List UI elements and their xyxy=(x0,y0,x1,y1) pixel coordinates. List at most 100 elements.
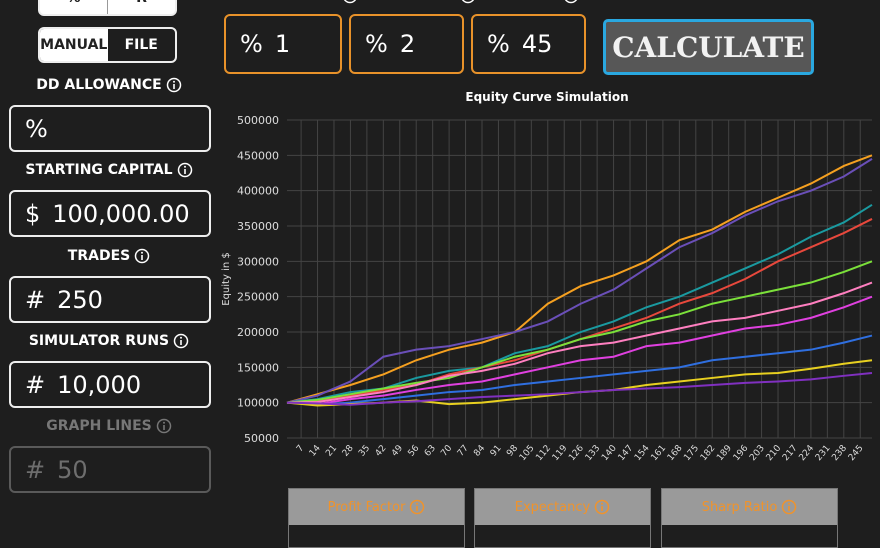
x-tick-label: 21 xyxy=(324,444,339,459)
x-tick-label: 203 xyxy=(748,444,767,464)
input-prefix: % xyxy=(365,30,388,58)
x-tick-label: 49 xyxy=(390,443,405,458)
metric-card: Sharp Ratio xyxy=(661,488,838,548)
text-input[interactable]: $100,000.00 xyxy=(9,190,211,237)
field-label: AVERAGE WIN xyxy=(346,0,476,4)
input-prefix: % xyxy=(487,30,510,58)
info-icon[interactable] xyxy=(781,499,797,515)
x-tick-label: 133 xyxy=(584,444,603,464)
label-text: GRAPH LINES xyxy=(46,418,152,434)
info-icon[interactable] xyxy=(166,77,182,93)
info-icon[interactable] xyxy=(134,248,150,264)
y-tick-label: 100000 xyxy=(237,397,279,410)
mode-toggle[interactable]: MANUAL FILE xyxy=(38,27,177,63)
x-tick-label: 112 xyxy=(534,444,553,464)
field-label: TRADES xyxy=(0,248,218,264)
y-tick-label: 300000 xyxy=(237,255,279,268)
y-tick-label: 500000 xyxy=(237,114,279,127)
y-axis-label: Equity in $ xyxy=(221,252,232,305)
text-input[interactable]: % xyxy=(9,105,211,152)
series-line xyxy=(286,218,873,404)
metric-title: Profit Factor xyxy=(327,499,406,515)
x-tick-label: 238 xyxy=(830,443,849,463)
text-input[interactable]: % 2 xyxy=(349,14,464,74)
x-tick-label: 7 xyxy=(295,444,306,455)
metric-card: Expectancy xyxy=(474,488,651,548)
x-tick-label: 28 xyxy=(341,443,356,458)
info-icon[interactable] xyxy=(409,499,425,515)
text-input: #50 xyxy=(9,446,211,493)
series-line xyxy=(286,371,873,406)
label-text: STARTING CAPITAL xyxy=(25,162,173,178)
series-line xyxy=(286,154,873,404)
y-tick-label: 150000 xyxy=(237,361,279,374)
series-line xyxy=(286,260,873,404)
info-icon[interactable] xyxy=(173,333,189,349)
input-value: 2 xyxy=(399,30,416,58)
metric-header: Expectancy xyxy=(475,489,650,525)
label-text: TRADES xyxy=(67,248,131,264)
unit-toggle[interactable]: % R xyxy=(38,0,177,16)
input-value: 45 xyxy=(521,30,553,58)
label-text: AVERAGE WIN xyxy=(346,0,456,4)
input-value: 10,000 xyxy=(57,370,142,399)
y-tick-label: 250000 xyxy=(237,291,279,304)
input-prefix: % xyxy=(25,114,48,143)
x-tick-label: 196 xyxy=(732,443,751,463)
x-tick-label: 210 xyxy=(765,443,784,463)
text-input[interactable]: % 1 xyxy=(224,14,342,74)
text-input[interactable]: #10,000 xyxy=(9,361,211,408)
label-text: SIMULATOR RUNS xyxy=(28,333,170,349)
field-label: STARTING CAPITAL xyxy=(0,162,218,178)
calculate-button[interactable]: CALCULATE xyxy=(603,19,814,75)
input-prefix: # xyxy=(25,370,46,399)
metric-header: Sharp Ratio xyxy=(662,489,837,525)
x-tick-label: 77 xyxy=(456,444,471,459)
info-icon[interactable] xyxy=(563,0,579,4)
chart-title: Equity Curve Simulation xyxy=(465,90,628,104)
x-tick-label: 224 xyxy=(798,443,817,463)
x-tick-label: 231 xyxy=(814,444,833,464)
x-tick-label: 35 xyxy=(357,444,372,459)
text-input[interactable]: #250 xyxy=(9,276,211,323)
info-icon[interactable] xyxy=(156,418,172,434)
x-tick-label: 189 xyxy=(715,443,734,463)
x-tick-label: 63 xyxy=(423,444,438,459)
x-tick-label: 161 xyxy=(649,444,668,464)
field-label: AVERAGE LOSS xyxy=(220,0,358,4)
x-tick-label: 182 xyxy=(699,444,718,464)
info-icon[interactable] xyxy=(177,162,193,178)
x-tick-label: 175 xyxy=(682,444,701,464)
label-text: WINRATE xyxy=(487,0,559,4)
input-value: 1 xyxy=(274,30,291,58)
label-text: DD ALLOWANCE xyxy=(36,77,162,93)
x-tick-label: 70 xyxy=(439,443,454,458)
info-icon[interactable] xyxy=(594,499,610,515)
x-tick-label: 105 xyxy=(518,444,537,464)
series-line xyxy=(286,295,873,406)
info-icon[interactable] xyxy=(460,0,476,4)
x-tick-label: 91 xyxy=(489,444,504,459)
x-tick-label: 217 xyxy=(781,444,800,464)
field-label: WINRATE xyxy=(487,0,579,4)
x-tick-label: 245 xyxy=(847,444,866,464)
x-tick-label: 42 xyxy=(374,444,389,459)
toggle-option[interactable]: R xyxy=(108,0,175,14)
input-prefix: # xyxy=(25,285,46,314)
y-tick-label: 350000 xyxy=(237,220,279,233)
metric-title: Expectancy xyxy=(514,499,591,515)
x-tick-label: 126 xyxy=(567,443,586,463)
toggle-option[interactable]: MANUAL xyxy=(40,29,108,61)
toggle-option[interactable]: FILE xyxy=(124,37,158,53)
info-icon[interactable] xyxy=(342,0,358,4)
label-text: AVERAGE LOSS xyxy=(220,0,338,4)
y-tick-label: 450000 xyxy=(237,149,279,162)
text-input[interactable]: % 45 xyxy=(471,14,586,74)
input-value: 250 xyxy=(57,285,103,314)
toggle-option[interactable]: % xyxy=(40,0,108,14)
x-tick-label: 140 xyxy=(600,443,619,463)
y-tick-label: 200000 xyxy=(237,326,279,339)
input-prefix: $ xyxy=(25,199,41,228)
field-label: GRAPH LINES xyxy=(0,418,218,434)
x-tick-label: 119 xyxy=(551,443,570,463)
